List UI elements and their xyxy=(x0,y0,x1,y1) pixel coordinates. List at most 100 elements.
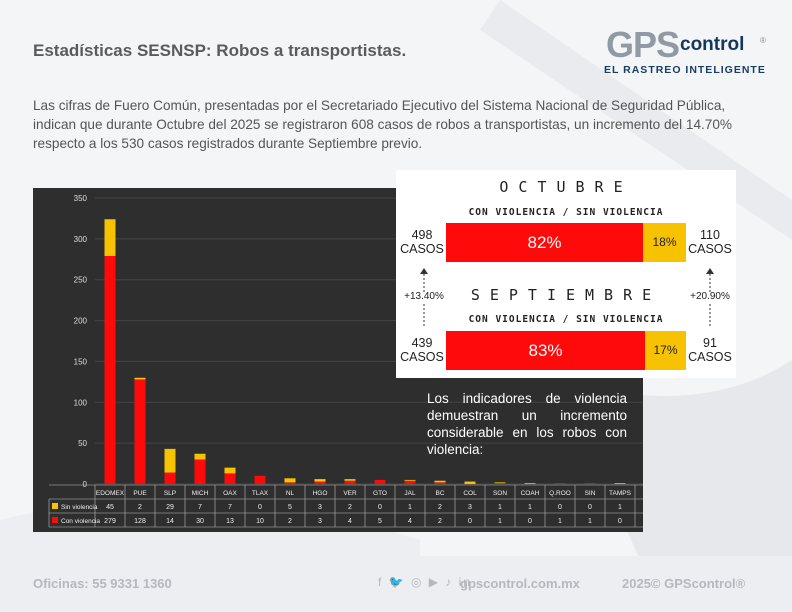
bar-con-violencia-son xyxy=(494,483,506,484)
bar-sin-violencia-col xyxy=(464,481,476,484)
category-label: EDOMEX xyxy=(96,490,125,497)
sin-violencia-value: 7 xyxy=(198,504,202,511)
sin-violencia-value: 1 xyxy=(618,504,622,511)
bar-sin-violencia-mich xyxy=(194,453,206,460)
sin-violencia-value: 0 xyxy=(588,504,592,511)
bar-sin-violencia-son xyxy=(494,482,506,484)
category-label: MICH xyxy=(192,490,209,497)
sin-violencia-value: 0 xyxy=(258,504,262,511)
violence-note: Los indicadores de violencia demuestran … xyxy=(427,391,627,457)
con-violencia-value: 4 xyxy=(408,518,412,525)
september-nonviolent-cases: 91 CASOS xyxy=(686,336,734,364)
con-violencia-value: 14 xyxy=(166,518,174,525)
website-link[interactable]: gpscontrol.com.mx xyxy=(460,576,580,591)
category-label: COAH xyxy=(521,490,540,497)
category-label: BC xyxy=(435,490,444,497)
con-violencia-value: 1 xyxy=(588,518,592,525)
con-violencia-value: 128 xyxy=(134,518,146,525)
september-subtitle: CON VIOLENCIA / SIN VIOLENCIA xyxy=(468,314,664,325)
category-label: Q.ROO xyxy=(549,490,571,497)
comparison-callout: OCTUBRE CON VIOLENCIA / SIN VIOLENCIA 49… xyxy=(396,170,736,378)
sin-violencia-value: 1 xyxy=(408,504,412,511)
sin-violencia-value: 1 xyxy=(528,504,532,511)
y-tick-label: 150 xyxy=(74,357,88,366)
category-label: NL xyxy=(286,490,295,497)
category-label: SLP xyxy=(164,490,176,497)
violent-change-percent: +13.40% xyxy=(404,291,444,302)
sin-violencia-value: 5 xyxy=(288,504,292,511)
bar-con-violencia-hgo xyxy=(314,481,326,484)
bar-sin-violencia-coah xyxy=(524,483,536,484)
con-violencia-value: 5 xyxy=(378,518,382,525)
bar-con-violencia-sin xyxy=(584,483,596,484)
category-label: SIN xyxy=(585,490,596,497)
september-violent-share: 83% xyxy=(446,331,645,370)
bar-sin-violencia-ver xyxy=(344,479,356,481)
page-title: Estadísticas SESNSP: Robos a transportis… xyxy=(33,41,407,60)
bar-con-violencia-q.roo xyxy=(554,483,566,484)
bar-con-violencia-tlax xyxy=(254,475,266,484)
y-tick-label: 250 xyxy=(74,276,88,285)
legend-swatch xyxy=(52,503,58,509)
october-violent-count: 498 xyxy=(411,228,433,242)
social-icons[interactable]: f 🐦 ◎ ▶ ♪ in xyxy=(378,575,472,589)
sin-violencia-value: 2 xyxy=(438,504,442,511)
sin-violencia-value: 2 xyxy=(348,504,352,511)
legend-label: Sin violencia xyxy=(61,504,98,511)
copyright: 2025© GPScontrol® xyxy=(622,576,746,591)
september-nonviolent-unit: CASOS xyxy=(688,350,732,364)
con-violencia-value: 1 xyxy=(498,518,502,525)
bar-sin-violencia-oax xyxy=(224,467,236,474)
gpscontrol-logo[interactable]: GPS control ® EL RASTREO INTELIGENTE xyxy=(600,22,772,82)
sin-violencia-value: 0 xyxy=(378,504,382,511)
september-nonviolent-count: 91 xyxy=(703,336,717,350)
october-nonviolent-unit: CASOS xyxy=(688,242,732,256)
bar-sin-violencia-edomex xyxy=(104,219,116,257)
category-label: GTO xyxy=(373,490,387,497)
bar-con-violencia-mich xyxy=(194,459,206,484)
con-violencia-value: 2 xyxy=(288,518,292,525)
category-label: OAX xyxy=(223,490,237,497)
bar-sin-violencia-tamps xyxy=(614,483,626,484)
con-violencia-value: 1 xyxy=(558,518,562,525)
con-violencia-value: 30 xyxy=(196,518,204,525)
october-violent-share: 82% xyxy=(446,223,643,262)
footer: Oficinas: 55 9331 1360 f 🐦 ◎ ▶ ♪ in gpsc… xyxy=(0,556,792,612)
con-violencia-value: 0 xyxy=(618,518,622,525)
y-tick-label: 0 xyxy=(83,480,88,489)
october-nonviolent-count: 110 xyxy=(700,228,720,242)
bar-con-violencia-bc xyxy=(434,482,446,484)
y-tick-label: 100 xyxy=(74,398,88,407)
bar-con-violencia-oax xyxy=(224,473,236,484)
sin-violencia-value: 1 xyxy=(498,504,502,511)
september-label: SEPTIEMBRE xyxy=(470,286,662,304)
october-subtitle: CON VIOLENCIA / SIN VIOLENCIA xyxy=(468,207,664,218)
bar-sin-violencia-jal xyxy=(404,479,416,481)
logo-tagline: EL RASTREO INTELIGENTE xyxy=(604,64,766,76)
con-violencia-value: 2 xyxy=(438,518,442,525)
category-label: COL xyxy=(463,490,477,497)
con-violencia-value: 3 xyxy=(318,518,322,525)
sin-violencia-value: 3 xyxy=(468,504,472,511)
bar-con-violencia-ver xyxy=(344,480,356,484)
con-violencia-value: 13 xyxy=(226,518,234,525)
category-label: JAL xyxy=(404,490,416,497)
bar-con-violencia-slp xyxy=(164,472,176,484)
october-nonviolent-cases: 110 CASOS xyxy=(686,228,734,256)
con-violencia-value: 0 xyxy=(468,518,472,525)
sin-violencia-value: 2 xyxy=(138,504,142,511)
legend-swatch xyxy=(52,517,58,523)
october-nonviolent-share: 18% xyxy=(643,223,686,262)
september-nonviolent-share: 17% xyxy=(645,331,686,370)
bar-sin-violencia-nl xyxy=(284,478,296,483)
bar-sin-violencia-slp xyxy=(164,448,176,473)
office-phone[interactable]: Oficinas: 55 9331 1360 xyxy=(33,576,172,591)
category-label: TLAX xyxy=(252,490,269,497)
bar-con-violencia-nl xyxy=(284,482,296,484)
sin-violencia-value: 0 xyxy=(558,504,562,511)
bar-sin-violencia-pue xyxy=(134,377,146,380)
october-label: OCTUBRE xyxy=(499,178,633,196)
september-violent-unit: CASOS xyxy=(400,350,444,364)
bar-sin-violencia-hgo xyxy=(314,479,326,482)
y-tick-label: 300 xyxy=(74,235,88,244)
